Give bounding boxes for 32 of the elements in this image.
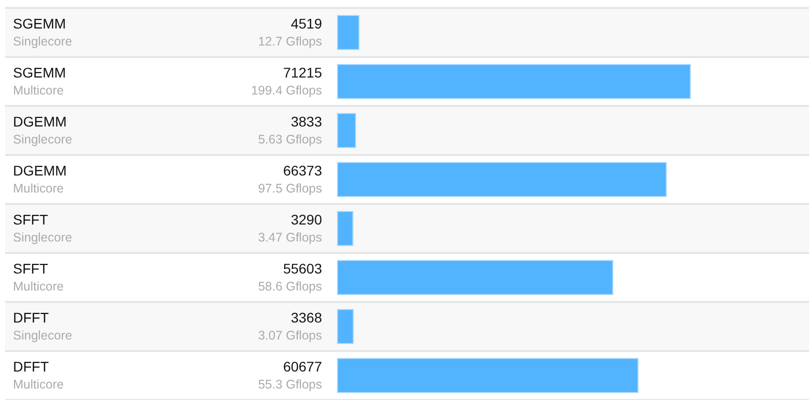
bar [337,113,356,148]
text: 199.4 Gflops [251,84,322,98]
text: 58.6 Gflops [258,280,322,294]
text: 55.3 Gflops [258,378,322,392]
bar [337,309,354,344]
data-label: 3290 [290,212,322,228]
bar [337,15,360,50]
bar [337,64,691,99]
data-label: 3833 [290,114,322,130]
bar [337,260,614,295]
data-label: 3368 [290,310,322,326]
y-tick-label: SFFT Singlecore [13,212,72,244]
data-label: 71215 [283,64,322,80]
y-tick-label: DGEMM Singlecore [13,114,72,146]
data-label: 66373 [283,162,322,178]
text: 97.5 Gflops [258,182,322,196]
data-label: 55603 [283,260,322,276]
y-tick-label: SFFT Multicore [13,260,64,294]
text: 5.63 Gflops [258,132,322,146]
y-tick-label: DFFT Singlecore [13,310,72,342]
y-tick-label: SGEMM Singlecore [13,16,72,48]
text: 12.7 Gflops [258,34,322,48]
text: 3.47 Gflops [258,230,322,244]
bar [337,211,354,246]
y-tick-label: SGEMM Multicore [13,64,66,98]
data-label: 4519 [290,16,322,32]
bar [337,358,638,393]
data-label: 60677 [283,358,322,374]
bar [337,162,667,197]
text: 3.07 Gflops [258,328,322,342]
y-tick-label: DGEMM Multicore [13,162,67,196]
y-tick-label: DFFT Multicore [13,358,64,392]
